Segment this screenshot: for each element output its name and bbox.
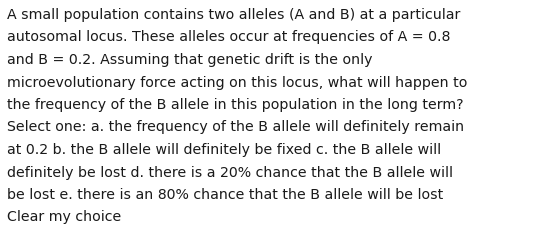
Text: microevolutionary force acting on this locus, what will happen to: microevolutionary force acting on this l… <box>7 75 468 89</box>
Text: Select one: a. the frequency of the B allele will definitely remain: Select one: a. the frequency of the B al… <box>7 120 464 134</box>
Text: A small population contains two alleles (A and B) at a particular: A small population contains two alleles … <box>7 8 460 22</box>
Text: and B = 0.2. Assuming that genetic drift is the only: and B = 0.2. Assuming that genetic drift… <box>7 53 373 67</box>
Text: autosomal locus. These alleles occur at frequencies of A = 0.8: autosomal locus. These alleles occur at … <box>7 30 450 44</box>
Text: be lost e. there is an 80% chance that the B allele will be lost: be lost e. there is an 80% chance that t… <box>7 187 443 201</box>
Text: the frequency of the B allele in this population in the long term?: the frequency of the B allele in this po… <box>7 98 464 112</box>
Text: Clear my choice: Clear my choice <box>7 210 121 224</box>
Text: definitely be lost d. there is a 20% chance that the B allele will: definitely be lost d. there is a 20% cha… <box>7 165 453 179</box>
Text: at 0.2 b. the B allele will definitely be fixed c. the B allele will: at 0.2 b. the B allele will definitely b… <box>7 142 441 156</box>
